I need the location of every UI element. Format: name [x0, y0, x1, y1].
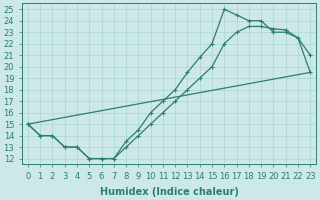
X-axis label: Humidex (Indice chaleur): Humidex (Indice chaleur)	[100, 187, 238, 197]
